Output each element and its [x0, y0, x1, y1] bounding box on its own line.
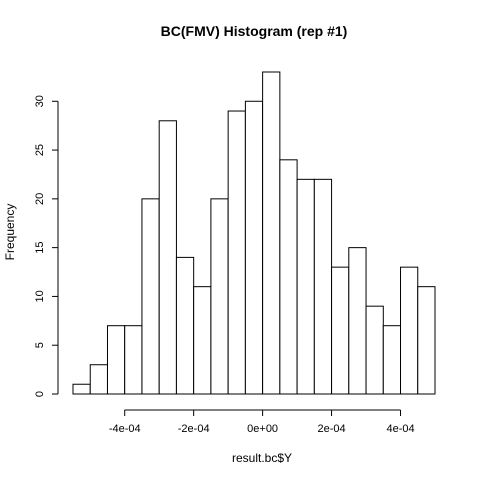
histogram-bar-14 [313, 178, 333, 395]
x-axis: -4e-04 -2e-04 0e+00 2e-04 4e-04 [109, 409, 415, 435]
histogram-bar-12 [279, 159, 298, 395]
histogram-bar-20 [417, 286, 436, 395]
y-tick-label-2: 10 [34, 290, 46, 302]
histogram-bar-17 [365, 305, 384, 395]
histogram-bar-1 [89, 364, 108, 395]
histogram-bar-16 [348, 247, 367, 395]
histogram-bar-3 [124, 325, 143, 395]
histogram-bar-6 [175, 256, 195, 395]
y-tick-label-3: 15 [34, 242, 46, 254]
histogram-bar-18 [382, 325, 402, 395]
y-tick-label-1: 5 [34, 342, 46, 348]
y-tick-label-5: 25 [34, 144, 46, 156]
x-tick-label-0: -4e-04 [109, 423, 141, 435]
y-axis-label: Frequency [3, 204, 17, 261]
histogram-bar-11 [262, 71, 281, 395]
histogram-bar-4 [141, 198, 160, 395]
histogram-bar-13 [296, 178, 315, 395]
histogram-bar-8 [210, 198, 229, 395]
histogram-bar-9 [227, 110, 246, 395]
x-tick-label-4: 4e-04 [386, 423, 414, 435]
y-axis: 0 5 10 15 20 25 30 [34, 95, 59, 397]
histogram-bar-0 [72, 383, 91, 395]
x-tick-label-3: 2e-04 [318, 423, 346, 435]
y-tick-label-0: 0 [34, 391, 46, 397]
x-axis-label: result.bc$Y [232, 451, 292, 465]
histogram-bar-7 [193, 286, 212, 395]
x-tick-label-2: 0e+00 [247, 423, 278, 435]
histogram-bar-10 [244, 100, 264, 395]
y-tick-label-4: 20 [34, 193, 46, 205]
histogram-bar-19 [400, 266, 419, 395]
chart-title: BC(FMV) Histogram (rep #1) [161, 23, 348, 39]
x-tick-label-1: -2e-04 [178, 423, 210, 435]
y-tick-label-6: 30 [34, 95, 46, 107]
histogram-bar-2 [106, 325, 126, 395]
histogram-bar-15 [331, 266, 350, 395]
histogram-bars [72, 71, 436, 395]
histogram-bar-5 [158, 120, 177, 395]
